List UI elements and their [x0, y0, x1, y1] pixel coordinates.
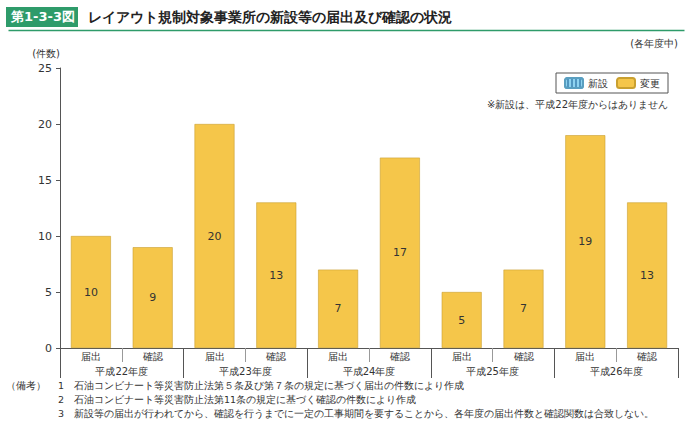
- svg-text:確認: 確認: [142, 351, 163, 362]
- svg-text:新設: 新設: [588, 78, 608, 89]
- svg-text:確認: 確認: [513, 351, 534, 362]
- svg-text:平成26年度: 平成26年度: [590, 366, 643, 377]
- svg-text:変更: 変更: [640, 78, 660, 89]
- svg-text:13: 13: [269, 269, 283, 282]
- svg-text:20: 20: [208, 230, 222, 243]
- svg-text:届出: 届出: [205, 351, 225, 362]
- svg-text:平成22年度: 平成22年度: [95, 366, 148, 377]
- svg-text:7: 7: [520, 302, 527, 315]
- svg-text:（備考）: （備考）: [6, 380, 46, 391]
- svg-text:10: 10: [84, 286, 98, 299]
- svg-text:15: 15: [38, 174, 52, 187]
- svg-text:3 新設等の届出が行われてから、確認を行うまでに一定の工事期: 3 新設等の届出が行われてから、確認を行うまでに一定の工事期間を要することから、…: [58, 408, 654, 419]
- svg-text:届出: 届出: [328, 351, 348, 362]
- svg-text:(件数): (件数): [32, 48, 60, 59]
- svg-text:※新設は、平成22年度からはありません: ※新設は、平成22年度からはありません: [487, 99, 668, 110]
- svg-text:確認: 確認: [636, 351, 657, 362]
- svg-text:届出: 届出: [575, 351, 595, 362]
- svg-text:2 石油コンビナート等災害防止法第11条の規定に基づく確認の: 2 石油コンビナート等災害防止法第11条の規定に基づく確認の件数により作成: [58, 394, 416, 405]
- svg-text:20: 20: [38, 118, 52, 131]
- svg-text:平成24年度: 平成24年度: [343, 366, 396, 377]
- svg-text:17: 17: [393, 246, 407, 259]
- svg-text:(各年度中): (各年度中): [630, 38, 678, 49]
- svg-text:確認: 確認: [265, 351, 286, 362]
- svg-text:レイアウト規制対象事業所の新設等の届出及び確認の状況: レイアウト規制対象事業所の新設等の届出及び確認の状況: [88, 9, 452, 25]
- svg-text:確認: 確認: [389, 351, 410, 362]
- svg-text:5: 5: [45, 286, 52, 299]
- svg-text:13: 13: [640, 269, 654, 282]
- svg-text:5: 5: [458, 314, 465, 327]
- svg-text:1 石油コンビナート等災害防止法第５条及び第７条の規定に基づ: 1 石油コンビナート等災害防止法第５条及び第７条の規定に基づく届出の件数により作…: [58, 380, 464, 391]
- svg-text:10: 10: [38, 230, 52, 243]
- svg-text:届出: 届出: [81, 351, 101, 362]
- svg-text:平成25年度: 平成25年度: [466, 366, 519, 377]
- svg-text:平成23年度: 平成23年度: [219, 366, 272, 377]
- svg-text:0: 0: [45, 342, 52, 355]
- svg-text:届出: 届出: [452, 351, 472, 362]
- svg-text:25: 25: [38, 62, 52, 75]
- svg-text:9: 9: [149, 291, 156, 304]
- svg-text:第1-3-3図: 第1-3-3図: [10, 9, 75, 24]
- svg-text:19: 19: [578, 235, 592, 248]
- svg-text:7: 7: [335, 302, 342, 315]
